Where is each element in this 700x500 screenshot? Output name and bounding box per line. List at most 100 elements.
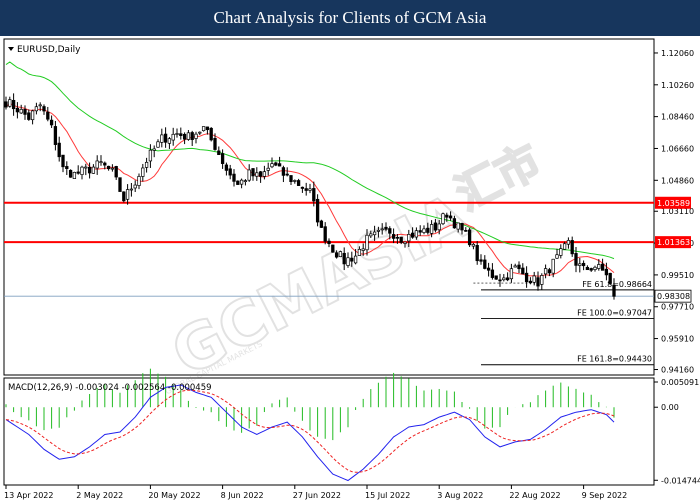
candle-body	[125, 189, 130, 200]
candle-body	[555, 254, 559, 259]
price-tick-label: 1.06660	[661, 144, 694, 153]
candle-body	[251, 168, 255, 177]
candle-body	[388, 228, 392, 234]
candle-body	[281, 167, 286, 176]
candle-body	[171, 133, 175, 141]
date-tick-label: 15 Jul 2022	[365, 491, 410, 500]
candle-body	[87, 166, 92, 174]
candle-body	[600, 263, 605, 271]
candle-body	[129, 188, 134, 191]
current-price-badge	[654, 289, 692, 303]
date-tick-label: 27 Jun 2022	[293, 491, 341, 500]
candle-body	[570, 240, 574, 255]
candle-body	[308, 188, 312, 191]
candle-body	[414, 230, 419, 238]
level-label: 1.01363	[657, 238, 690, 247]
date-tick-label: 3 Aug 2022	[437, 491, 483, 500]
candle-body	[91, 166, 96, 174]
price-tick-label: 1.04860	[661, 176, 694, 185]
candle-body	[198, 131, 202, 134]
candle-body	[471, 243, 476, 247]
candle-body	[418, 230, 422, 233]
candle-body	[608, 272, 612, 284]
candle-body	[8, 99, 12, 107]
candle-body	[258, 171, 263, 177]
candle-body	[483, 259, 487, 269]
candle-body	[255, 172, 259, 177]
candle-body	[186, 132, 191, 140]
candle-body	[513, 265, 517, 268]
fib-label: FE 61.8=0.98664	[582, 280, 652, 289]
candle-body	[532, 275, 536, 283]
candle-body	[384, 226, 388, 230]
candle-body	[11, 99, 16, 110]
candle-body	[509, 268, 514, 280]
candle-body	[163, 133, 168, 143]
price-tick-label: 1.03110	[661, 207, 694, 216]
candle-body	[429, 224, 434, 234]
candle-body	[528, 280, 533, 284]
candle-body	[38, 104, 42, 107]
date-tick-label: 2 May 2022	[76, 491, 123, 500]
candle-body	[448, 215, 453, 219]
candle-body	[353, 255, 358, 264]
candle-body	[460, 223, 464, 231]
candle-body	[205, 126, 210, 131]
candle-body	[293, 180, 297, 182]
candle-body	[182, 133, 187, 140]
price-tick-label: 0.99510	[661, 271, 694, 280]
candle-body	[331, 244, 335, 253]
price-tick-label: 1.08460	[661, 113, 694, 122]
candle-body	[46, 111, 50, 120]
candle-body	[42, 106, 46, 112]
candle-body	[475, 245, 479, 262]
candle-body	[72, 171, 77, 179]
date-tick-label: 8 Jun 2022	[221, 491, 264, 500]
candle-body	[190, 132, 194, 141]
candle-body	[437, 223, 441, 231]
candle-body	[296, 180, 301, 186]
candle-body	[133, 184, 137, 189]
candle-body	[53, 126, 58, 145]
candle-body	[589, 268, 593, 271]
candle-body	[144, 161, 149, 168]
candle-body	[540, 275, 544, 285]
candle-body	[464, 230, 468, 232]
macd-signal-line	[5, 389, 615, 473]
candle-body	[274, 162, 278, 166]
candle-body	[597, 264, 601, 269]
candle-body	[194, 133, 198, 139]
candle-body	[315, 198, 320, 223]
candle-body	[247, 169, 251, 181]
candle-body	[543, 268, 548, 275]
candle-body	[505, 277, 510, 281]
current-price-label: 0.98308	[657, 292, 690, 301]
candle-body	[604, 268, 609, 276]
candle-body	[399, 236, 403, 243]
date-tick-label: 13 Apr 2022	[4, 491, 53, 500]
candle-body	[224, 164, 229, 171]
candle-body	[57, 142, 61, 158]
candle-body	[612, 284, 616, 297]
candle-body	[445, 214, 449, 218]
candle-body	[426, 227, 430, 233]
candle-body	[30, 110, 35, 121]
candle-body	[95, 160, 99, 169]
candle-body	[160, 134, 164, 143]
candle-body	[395, 236, 400, 239]
fib-label: FE 161.8=0.94430	[577, 355, 652, 364]
date-tick-label: 20 May 2022	[148, 491, 200, 500]
macd-tick-label: 0.00	[661, 403, 679, 412]
candle-body	[467, 229, 472, 246]
candle-body	[106, 165, 111, 170]
candle-body	[323, 226, 327, 242]
candle-body	[521, 267, 525, 275]
fib-label: FE 100.0=0.97047	[577, 308, 652, 317]
macd-panel-frame	[3, 377, 655, 486]
candle-body	[433, 222, 438, 231]
candle-body	[403, 241, 407, 244]
candle-body	[103, 162, 107, 166]
candle-body	[369, 233, 373, 237]
chart-area[interactable]: GCMASIA 汇市 GLOBAL CAPITAL MARKETS 1.1206…	[0, 36, 700, 500]
candle-body	[213, 138, 217, 150]
